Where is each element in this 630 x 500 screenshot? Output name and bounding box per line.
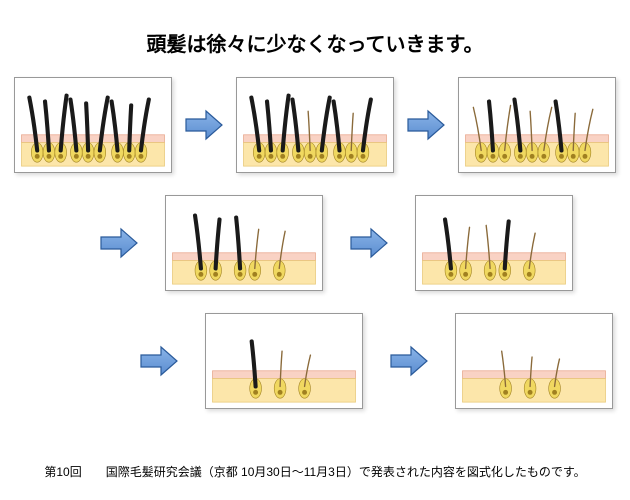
arrow-icon [387,343,431,379]
stage-panel [415,195,573,291]
arrow-icon [97,225,141,261]
stage-panel [14,77,172,173]
stage-panel [458,77,616,173]
arrow-icon [182,107,226,143]
stage-panel [205,313,363,409]
arrow-icon [347,225,391,261]
row-2 [14,195,616,291]
stage-panel [455,313,613,409]
stage-panel [236,77,394,173]
arrow-icon [137,343,181,379]
arrow-icon [404,107,448,143]
footer-text: 第10回 国際毛髪研究会議（京都 10月30日～11月3日）で発表された内容を図… [0,463,630,480]
row-1 [14,77,616,173]
diagram-rows [0,77,630,409]
row-3 [14,313,616,409]
stage-panel [165,195,323,291]
page-title: 頭髪は徐々に少なくなっていきます。 [0,0,630,77]
